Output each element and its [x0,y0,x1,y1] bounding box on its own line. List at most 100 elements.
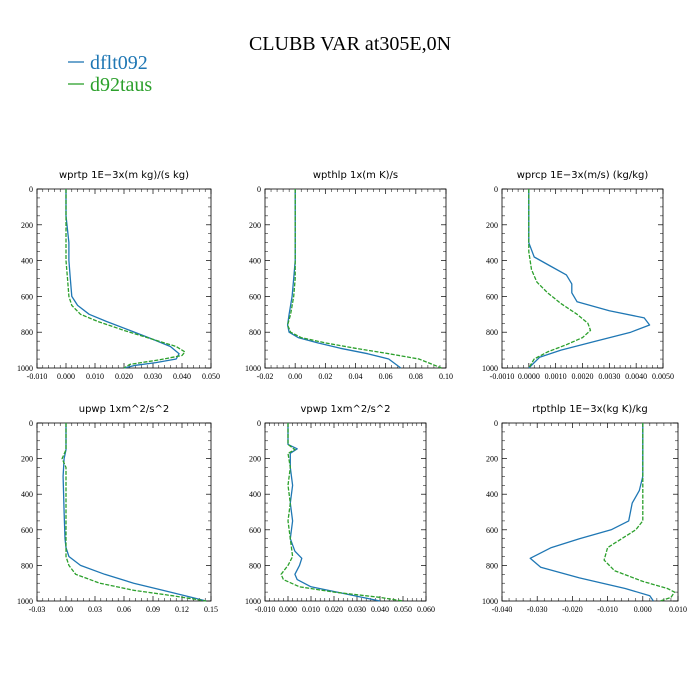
x-tick-label: 0.15 [204,605,218,614]
panel-4: upwp 1xm^2/s^2 0 200 400 600 800 1000-0.03 0.00… [17,404,218,614]
y-tick-label: 600 [486,526,498,535]
x-tick-label: 0.040 [371,605,389,614]
x-tick-label: 0.000 [634,605,652,614]
y-tick-label: 1000 [245,597,261,606]
panel-title: wpthlp 1x(m K)/s [313,170,398,181]
y-tick-label: 800 [21,561,33,570]
x-tick-label: 0.09 [146,605,160,614]
x-tick-label: 0.0050 [652,372,674,381]
x-tick-label: 0.08 [409,372,423,381]
y-tick-label: 0 [257,419,261,428]
panel-1: wprtp 1E−3x(m kg)/(s kg) 0 200 400 600 800 100… [17,170,220,381]
legend-label-dflt092: dflt092 [90,52,148,74]
x-tick-label: -0.03 [29,605,46,614]
y-tick-label: 600 [21,292,33,301]
panel-6: rtpthlp 1E−3x(kg K)/kg02004006008001000-… [482,404,687,614]
series-line-d92taus [528,189,592,369]
y-tick-label: 1000 [17,597,33,606]
y-tick-label: 0 [257,185,261,194]
y-tick-label: 600 [249,292,261,301]
x-tick-label: 0.00 [288,372,302,381]
y-tick-label: 800 [249,328,261,337]
y-tick-label: 600 [249,526,261,535]
panel-2: wpthlp 1x(m K)/s 0 200 400 600 800 1000-0.02 0.… [245,170,453,381]
x-tick-label: 0.000 [57,372,75,381]
x-tick-label: 0.000 [279,605,297,614]
y-tick-label: 400 [486,490,498,499]
x-tick-label: 0.020 [115,372,133,381]
y-tick-label: 800 [249,561,261,570]
y-tick-label: 400 [21,257,33,266]
x-tick-label: -0.010 [255,605,276,614]
y-tick-label: 200 [21,221,33,230]
x-tick-label: -0.010 [27,372,48,381]
panel-3: wprcp 1E−3x(m/s) (kg/kg) 0 200 400 600 800 100… [482,170,674,381]
x-tick-label: 0.02 [318,372,332,381]
x-tick-label: 0.020 [325,605,343,614]
panel-grid: wprtp 1E−3x(m kg)/(s kg) 0 200 400 600 800 100… [17,170,687,614]
y-tick-label: 400 [249,257,261,266]
y-tick-label: 1000 [17,364,33,373]
x-tick-label: 0.04 [349,372,363,381]
series-line-dflt092 [65,189,180,369]
panel-title: upwp 1xm^2/s^2 [79,404,169,415]
y-tick-label: 0 [29,419,33,428]
y-tick-label: 1000 [482,364,498,373]
x-tick-label: 0.050 [202,372,220,381]
x-tick-label: -0.040 [492,605,513,614]
plot-frame [501,422,679,602]
y-tick-label: 0 [29,185,33,194]
panel-title: wprtp 1E−3x(m kg)/(s kg) [59,170,189,181]
x-tick-label: 0.10 [439,372,453,381]
y-tick-label: 200 [486,221,498,230]
y-tick-label: 600 [21,526,33,535]
x-tick-label: 0.0030 [598,372,620,381]
x-tick-label: 0.00 [59,605,73,614]
series-line-d92taus [61,423,207,602]
x-tick-label: 0.010 [669,605,687,614]
x-tick-label: 0.0010 [545,372,567,381]
y-tick-label: 400 [249,490,261,499]
x-tick-label: 0.06 [117,605,131,614]
plot-frame [36,422,212,602]
panel-title: rtpthlp 1E−3x(kg K)/kg [532,404,647,415]
plot-frame [501,188,664,369]
panel-title: wprcp 1E−3x(m/s) (kg/kg) [517,170,649,181]
y-tick-label: 1000 [245,364,261,373]
y-tick-label: 200 [249,455,261,464]
y-tick-label: 600 [486,292,498,301]
x-tick-label: 0.040 [173,372,191,381]
y-tick-label: 0 [494,185,498,194]
series-line-dflt092 [529,423,654,602]
series-line-d92taus [286,189,442,369]
series-line-dflt092 [286,189,402,369]
panel-title: vpwp 1xm^2/s^2 [300,404,390,415]
series-line-dflt092 [287,423,381,602]
figure-title: CLUBB VAR at305E,0N [249,33,451,55]
y-tick-label: 800 [21,328,33,337]
x-tick-label: 0.0020 [572,372,594,381]
x-tick-label: 0.0000 [518,372,540,381]
plot-frame [36,188,212,369]
legend-label-d92taus: d92taus [90,74,152,96]
y-tick-label: 800 [486,328,498,337]
x-tick-label: 0.03 [88,605,102,614]
y-tick-label: 400 [21,490,33,499]
series-line-dflt092 [528,189,651,369]
y-tick-label: 800 [486,561,498,570]
x-tick-label: -0.030 [527,605,548,614]
y-tick-label: 1000 [482,597,498,606]
series-line-d92taus [280,423,404,602]
x-tick-label: 0.050 [394,605,412,614]
x-tick-label: 0.060 [417,605,435,614]
y-tick-label: 400 [486,257,498,266]
series-line-d92taus [65,189,186,369]
y-tick-label: 200 [249,221,261,230]
x-tick-label: -0.010 [597,605,618,614]
y-tick-label: 200 [486,455,498,464]
plot-frame [264,188,447,369]
x-tick-label: 0.010 [86,372,104,381]
